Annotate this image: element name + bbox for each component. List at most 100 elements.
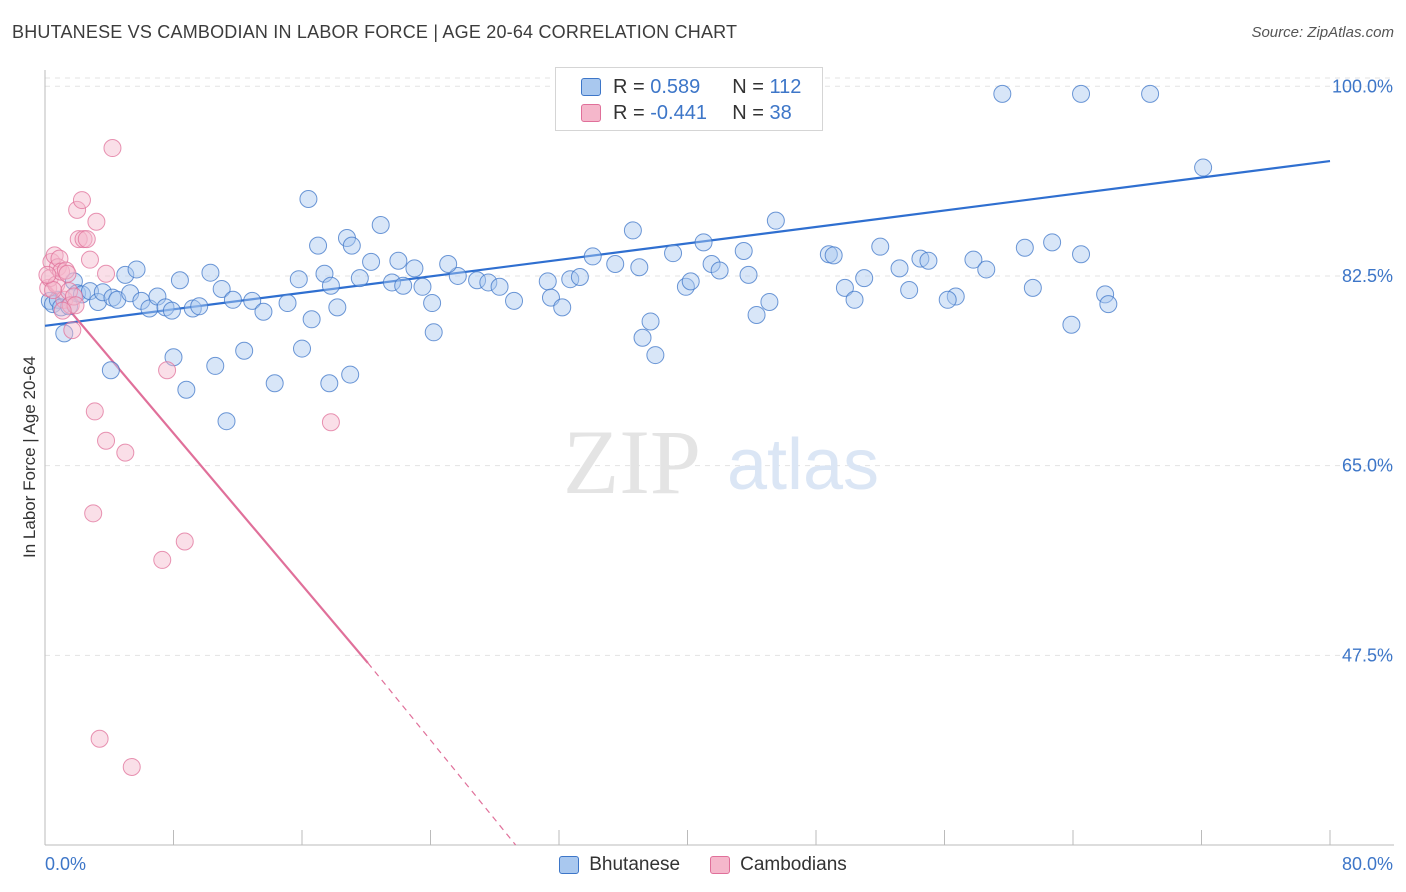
- grid-lines: [45, 77, 1394, 656]
- data-point: [56, 261, 75, 280]
- legend-n-label: N =: [732, 101, 770, 124]
- data-point: [739, 265, 758, 284]
- data-point: [871, 237, 890, 256]
- data-point: [302, 310, 321, 329]
- data-point: [583, 247, 602, 266]
- data-point: [127, 260, 146, 279]
- data-point: [1096, 285, 1115, 304]
- data-point: [623, 221, 642, 240]
- data-point: [993, 84, 1012, 103]
- data-point: [321, 276, 340, 295]
- y-tick-label: 65.0%: [1342, 456, 1393, 476]
- data-point: [101, 361, 120, 380]
- data-point: [1072, 84, 1091, 103]
- legend-row-cambodians: R = -0.441 N = 38: [581, 101, 792, 125]
- data-point: [964, 250, 983, 269]
- data-point: [694, 233, 713, 252]
- data-point: [217, 412, 236, 431]
- series-legend-bhutanese: Bhutanese: [559, 854, 680, 876]
- data-point: [505, 291, 524, 310]
- data-point: [116, 265, 135, 284]
- data-points: [38, 84, 1213, 776]
- trend-line-bhutanese: [44, 159, 1331, 327]
- data-point: [938, 290, 957, 309]
- data-point: [84, 504, 103, 523]
- data-point: [328, 298, 347, 317]
- series-swatch-pink: [710, 856, 731, 874]
- data-point: [58, 264, 77, 283]
- data-point: [389, 251, 408, 270]
- data-point: [919, 251, 938, 270]
- data-point: [394, 276, 413, 295]
- data-point: [845, 290, 864, 309]
- data-point: [468, 271, 487, 290]
- data-point: [299, 189, 318, 208]
- tick-labels: 100.0% 82.5% 65.0% 47.5% 0.0% 80.0%: [45, 76, 1393, 874]
- data-point: [646, 346, 665, 365]
- data-point: [371, 216, 390, 234]
- data-point: [570, 268, 589, 287]
- data-point: [235, 341, 254, 360]
- axes: [44, 70, 1394, 846]
- data-point: [900, 281, 919, 300]
- data-point: [122, 757, 141, 776]
- x-tick-label: 80.0%: [1342, 854, 1393, 874]
- data-point: [320, 374, 339, 393]
- legend-swatch-pink: [581, 104, 601, 122]
- data-point: [681, 272, 700, 291]
- data-point: [1062, 315, 1081, 334]
- data-point: [633, 328, 652, 347]
- legend-r-label: R =: [613, 75, 651, 98]
- data-point: [158, 361, 177, 380]
- data-point: [1015, 238, 1034, 257]
- data-point: [38, 265, 57, 284]
- y-tick-label: 100.0%: [1332, 76, 1393, 96]
- data-point: [97, 431, 116, 450]
- data-point: [87, 212, 106, 231]
- data-point: [103, 288, 122, 307]
- trend-line-extension: [367, 662, 517, 846]
- data-point: [265, 374, 284, 393]
- data-point: [490, 277, 509, 296]
- data-point: [890, 259, 909, 278]
- data-point: [382, 273, 401, 292]
- data-point: [855, 269, 874, 288]
- y-tick-label: 82.5%: [1342, 266, 1393, 286]
- data-point: [641, 312, 660, 331]
- data-point: [553, 298, 572, 317]
- legend-n-label: N =: [732, 75, 770, 98]
- data-point: [177, 380, 196, 399]
- data-point: [606, 255, 625, 274]
- data-point: [734, 242, 753, 261]
- data-point: [206, 356, 225, 375]
- data-point: [630, 258, 649, 277]
- data-point: [85, 402, 104, 421]
- legend-r-label: R =: [613, 101, 651, 124]
- data-point: [190, 297, 209, 316]
- legend-n-value: 38: [769, 101, 792, 124]
- data-point: [223, 290, 242, 309]
- data-point: [315, 264, 334, 283]
- data-point: [80, 250, 99, 269]
- y-tick-label: 47.5%: [1342, 645, 1393, 665]
- data-point: [212, 279, 231, 298]
- data-point: [162, 301, 181, 320]
- data-point: [164, 348, 183, 367]
- data-point: [63, 321, 82, 340]
- series-bhutanese: [40, 84, 1213, 431]
- data-point: [254, 302, 273, 321]
- data-point: [710, 261, 729, 280]
- series-legend-cambodians: Cambodians: [710, 854, 847, 876]
- data-point: [201, 263, 220, 282]
- data-point: [45, 246, 64, 265]
- data-point: [341, 365, 360, 384]
- data-point: [747, 305, 766, 324]
- data-point: [439, 255, 458, 274]
- data-point: [183, 299, 202, 318]
- data-point: [175, 532, 194, 551]
- data-point: [977, 260, 996, 279]
- data-point: [89, 292, 108, 311]
- data-point: [1141, 84, 1160, 103]
- watermark-atlas: atlas: [727, 425, 879, 505]
